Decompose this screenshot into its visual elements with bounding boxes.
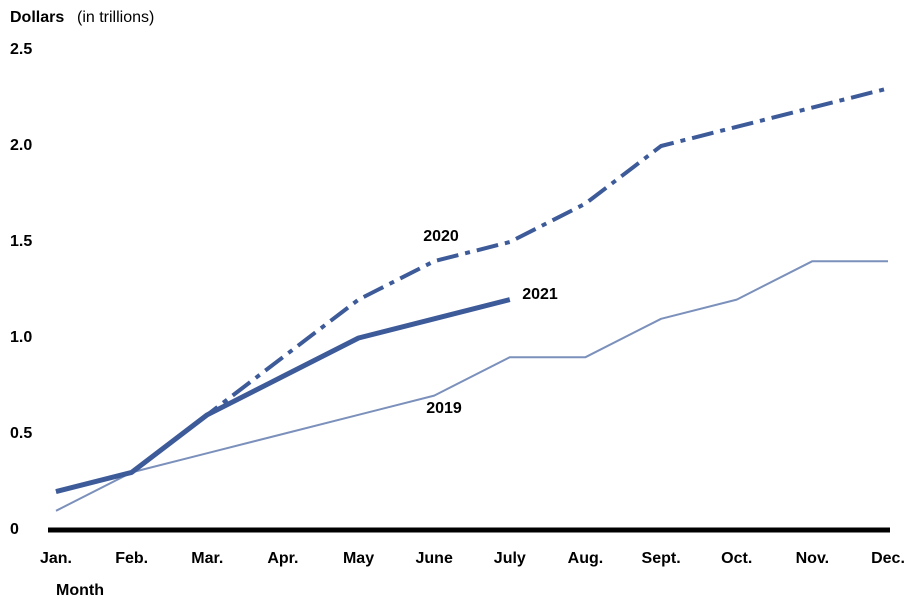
y-axis-unit: (in trillions) (77, 9, 154, 26)
y-axis-label: Dollars (10, 9, 64, 26)
series-line (55, 260, 888, 512)
x-tick-label: Oct. (721, 550, 752, 567)
x-tick-label: May (343, 550, 374, 567)
y-tick-label: 0 (10, 521, 19, 538)
x-tick-label: Aug. (568, 550, 604, 567)
x-axis-label: Month (56, 582, 104, 599)
y-tick-label: 1.0 (10, 329, 32, 346)
series-line (55, 86, 889, 494)
x-tick-label: Nov. (796, 550, 829, 567)
y-tick-label: 1.5 (10, 233, 32, 250)
x-tick-label: Jan. (40, 550, 72, 567)
y-tick-label: 0.5 (10, 425, 32, 442)
x-tick-label: Feb. (115, 550, 148, 567)
x-tick-label: Mar. (191, 550, 223, 567)
x-tick-label: Dec. (871, 550, 905, 567)
x-tick-label: June (416, 550, 453, 567)
x-tick-label: Apr. (267, 550, 298, 567)
series-label: 2019 (426, 400, 462, 417)
series-label: 2021 (522, 286, 558, 303)
series-label: 2020 (423, 228, 459, 245)
x-tick-label: Sept. (642, 550, 681, 567)
y-tick-label: 2.5 (10, 41, 32, 58)
y-tick-label: 2.0 (10, 137, 32, 154)
x-tick-label: July (494, 550, 526, 567)
series-line (55, 297, 511, 495)
